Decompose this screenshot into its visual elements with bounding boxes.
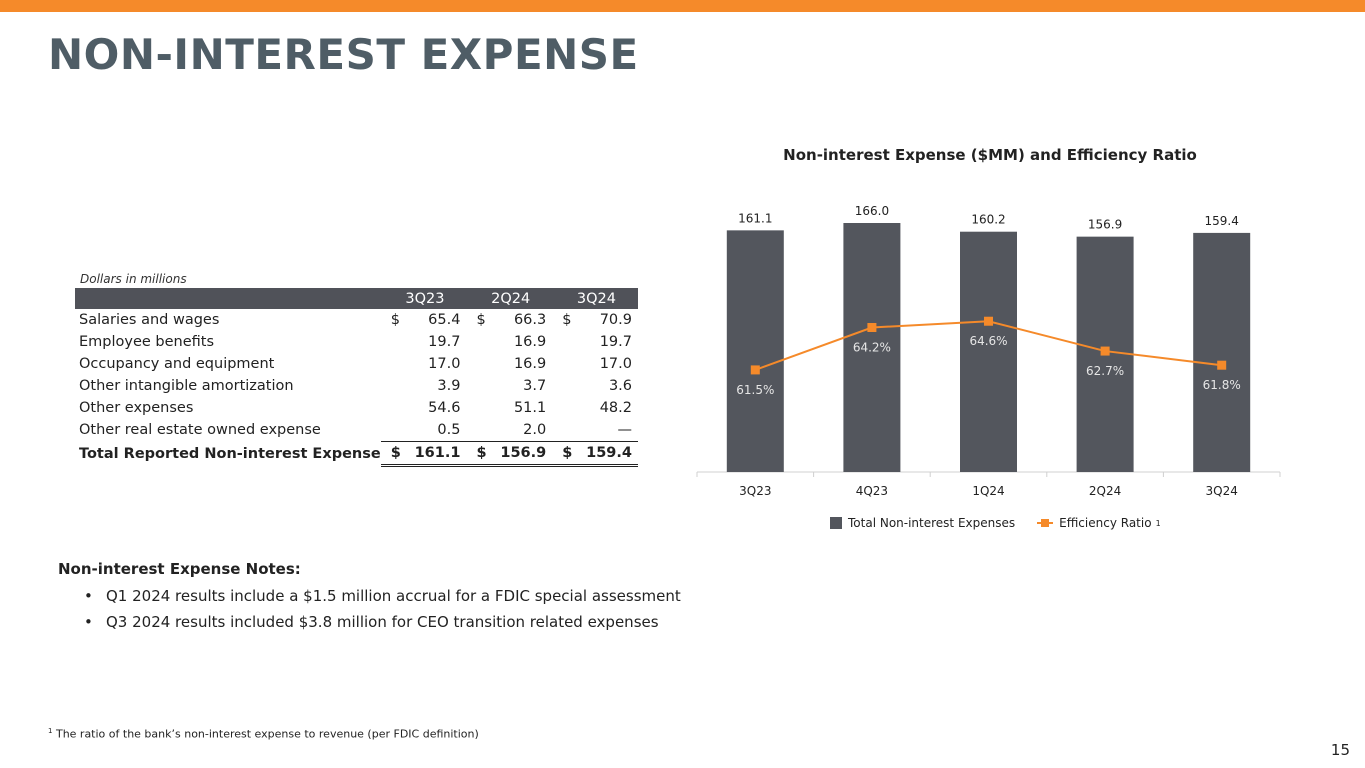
dollar-sign: $ — [466, 441, 497, 467]
efficiency-label: 61.8% — [1203, 378, 1241, 392]
expense-table: 3Q23 2Q24 3Q24 Salaries and wages $65.4 $6… — [75, 288, 638, 467]
page-title: NON-INTEREST EXPENSE — [48, 30, 639, 79]
legend-bar-label: Total Non-interest Expenses — [848, 516, 1016, 530]
cell-value: 3.6 — [608, 378, 632, 394]
efficiency-label: 64.2% — [853, 341, 891, 355]
cell-value: 17.0 — [428, 356, 461, 372]
column-header: 2Q24 — [466, 288, 553, 309]
efficiency-point — [1217, 360, 1227, 370]
table-row: Other real estate owned expense 0.5 2.0 — — [75, 419, 638, 442]
note-item: • Q3 2024 results included $3.8 million f… — [84, 613, 659, 631]
table-row: Occupancy and equipment 17.0 16.9 17.0 — [75, 353, 638, 375]
column-header: 3Q24 — [552, 288, 638, 309]
cell-value: 156.9 — [496, 441, 553, 467]
cell-value: 3.7 — [523, 378, 547, 394]
cell-value: 161.1 — [410, 441, 467, 467]
cell-value: — — [617, 422, 633, 438]
cell-value: 51.1 — [513, 400, 547, 416]
top-accent-bar — [0, 0, 1365, 12]
bar — [1193, 232, 1251, 472]
footnote-marker: 1 — [48, 727, 53, 735]
cell-value: 159.4 — [582, 441, 638, 467]
dollar-sign: $ — [552, 441, 583, 467]
x-tick-label: 1Q24 — [972, 484, 1004, 498]
bar — [726, 230, 784, 472]
bullet-icon: • — [84, 613, 93, 631]
cell-value: 54.6 — [428, 400, 461, 416]
bullet-icon: • — [84, 587, 93, 605]
cell-value: 48.2 — [599, 400, 632, 416]
table-row: Salaries and wages $65.4 $66.3 $70.9 — [75, 309, 638, 331]
dollar-sign: $ — [476, 312, 486, 328]
note-text: Q1 2024 results include a $1.5 million a… — [106, 587, 681, 605]
footnote: 1 The ratio of the bank’s non-interest e… — [48, 727, 479, 741]
dollar-sign: $ — [390, 312, 400, 328]
efficiency-label: 64.6% — [969, 334, 1007, 348]
efficiency-point — [1100, 346, 1110, 356]
note-text: Q3 2024 results included $3.8 million fo… — [106, 613, 659, 631]
chart-title: Non-interest Expense ($MM) and Efficienc… — [783, 146, 1197, 164]
note-item: • Q1 2024 results include a $1.5 million … — [84, 587, 681, 605]
footnote-text: The ratio of the bank’s non-interest exp… — [55, 727, 479, 741]
cell-value: 16.9 — [513, 334, 547, 350]
cell-value: 17.0 — [599, 356, 632, 372]
table-header-row: 3Q23 2Q24 3Q24 — [75, 288, 638, 309]
table-row: Employee benefits 19.7 16.9 19.7 — [75, 331, 638, 353]
x-tick-label: 4Q23 — [856, 484, 888, 498]
page-number: 15 — [1330, 741, 1350, 759]
legend-line-swatch — [1037, 517, 1054, 529]
x-tick-label: 3Q23 — [739, 484, 771, 498]
bar-value-label: 161.1 — [738, 211, 772, 225]
header-label-spacer — [75, 288, 381, 309]
table-total-row: Total Reported Non-interest Expense $161.… — [75, 441, 638, 467]
row-label: Other expenses — [79, 400, 194, 416]
bar-value-label: 166.0 — [855, 204, 889, 218]
bar — [843, 223, 901, 472]
cell-value: 3.9 — [437, 378, 461, 394]
cell-value: 0.5 — [437, 422, 461, 438]
cell-value: 19.7 — [428, 334, 461, 350]
efficiency-point — [867, 323, 877, 333]
notes-title: Non-interest Expense Notes: — [58, 560, 301, 578]
row-label: Salaries and wages — [79, 312, 220, 328]
dollar-sign: $ — [562, 312, 572, 328]
efficiency-point — [984, 316, 993, 326]
cell-value: 2.0 — [523, 422, 547, 438]
legend-bar-swatch — [830, 517, 842, 529]
bar-value-label: 160.2 — [971, 213, 1005, 227]
column-header: 3Q23 — [380, 288, 467, 309]
efficiency-label: 62.7% — [1086, 364, 1124, 378]
legend-line-footnote-marker: 1 — [1155, 518, 1161, 528]
bar-value-label: 156.9 — [1088, 218, 1122, 232]
legend-line-label: Efficiency Ratio — [1059, 516, 1152, 530]
cell-value: 70.9 — [599, 312, 632, 328]
row-label: Other real estate owned expense — [79, 422, 321, 439]
bar — [960, 231, 1017, 472]
x-tick-label: 3Q24 — [1206, 484, 1238, 498]
row-label: Employee benefits — [79, 334, 215, 350]
chart-legend: Total Non-interest Expenses Efficiency R… — [830, 516, 1161, 530]
row-label: Total Reported Non-interest Expense — [79, 445, 381, 462]
cell-value: 65.4 — [428, 312, 461, 328]
row-label: Other intangible amortization — [79, 378, 294, 394]
row-label: Occupancy and equipment — [79, 356, 275, 372]
cell-value: 19.7 — [599, 334, 632, 350]
x-tick-label: 2Q24 — [1089, 484, 1121, 498]
bar-value-label: 159.4 — [1205, 214, 1239, 228]
dollar-sign: $ — [380, 441, 411, 467]
efficiency-label: 61.5% — [736, 383, 774, 397]
cell-value: 66.3 — [513, 312, 547, 328]
cell-value: 16.9 — [513, 356, 547, 372]
efficiency-point — [750, 365, 760, 375]
table-caption: Dollars in millions — [80, 272, 187, 286]
table-row: Other expenses 54.6 51.1 48.2 — [75, 397, 638, 419]
table-row: Other intangible amortization 3.9 3.7 3.6 — [75, 375, 638, 397]
